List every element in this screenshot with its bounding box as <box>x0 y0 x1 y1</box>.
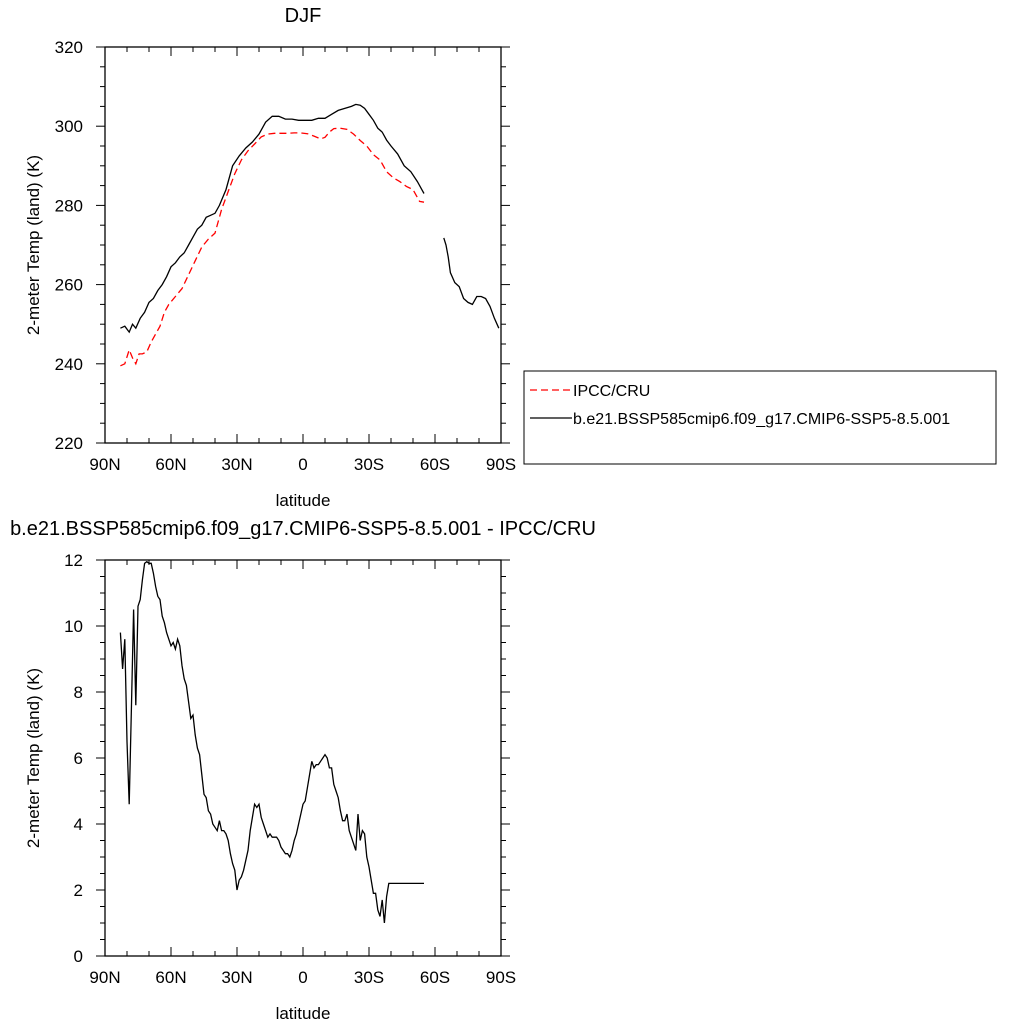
chart-title: b.e21.BSSP585cmip6.f09_g17.CMIP6-SSP5-8.… <box>10 518 596 540</box>
y-tick-label: 280 <box>55 196 83 215</box>
x-tick-label: 60N <box>155 968 186 987</box>
x-tick-label: 90N <box>89 968 120 987</box>
x-tick-label: 30S <box>354 968 384 987</box>
x-tick-label: 90S <box>486 968 516 987</box>
x-tick-label: 30N <box>221 455 252 474</box>
y-tick-label: 320 <box>55 38 83 57</box>
legend-box <box>523 370 997 465</box>
y-tick-label: 10 <box>64 617 83 636</box>
x-tick-label: 60S <box>420 968 450 987</box>
x-tick-label: 30S <box>354 455 384 474</box>
x-tick-label: 60N <box>155 455 186 474</box>
y-tick-label: 8 <box>74 683 83 702</box>
x-tick-label: 90N <box>89 455 120 474</box>
x-tick-label: 0 <box>298 968 307 987</box>
series-line-b-e21-bssp585cmip6-f09-g17-cmip6-ssp5-8-5-001 <box>120 103 425 334</box>
x-axis-label: latitude <box>276 491 331 510</box>
series-line-ipcc-cru <box>120 127 425 367</box>
y-tick-label: 0 <box>74 947 83 966</box>
x-tick-label: 0 <box>298 455 307 474</box>
y-tick-label: 4 <box>74 815 83 834</box>
x-tick-label: 60S <box>420 455 450 474</box>
y-tick-label: 260 <box>55 276 83 295</box>
y-tick-label: 220 <box>55 434 83 453</box>
y-tick-label: 300 <box>55 117 83 136</box>
x-tick-label: 30N <box>221 968 252 987</box>
legend: IPCC/CRU b.e21.BSSP585cmip6.f09_g17.CMIP6… <box>523 370 997 465</box>
series-line-b-e21-bssp585cmip6-f09-g17-cmip6-ssp5-8-5-001 <box>443 237 500 329</box>
x-axis-label: latitude <box>276 1004 331 1023</box>
chart-title: DJF <box>285 5 322 27</box>
y-tick-label: 2 <box>74 881 83 900</box>
bottom-panel: b.e21.BSSP585cmip6.f09_g17.CMIP6-SSP5-8.… <box>10 518 596 1023</box>
plot-frame <box>104 559 502 957</box>
y-axis-label: 2-meter Temp (land) (K) <box>24 668 43 848</box>
legend-label: b.e21.BSSP585cmip6.f09_g17.CMIP6-SSP5-8.… <box>573 411 950 428</box>
y-tick-label: 6 <box>74 749 83 768</box>
legend-label: IPCC/CRU <box>573 383 650 400</box>
y-tick-label: 12 <box>64 551 83 570</box>
x-tick-label: 90S <box>486 455 516 474</box>
plot-frame <box>104 46 502 444</box>
series-line-difference <box>119 560 424 924</box>
y-tick-label: 240 <box>55 355 83 374</box>
top-panel: DJF 90N 60N 30N 0 30S 60S 90S 220 240 260 280 300 320… <box>24 5 516 510</box>
y-axis-label: 2-meter Temp (land) (K) <box>24 155 43 335</box>
